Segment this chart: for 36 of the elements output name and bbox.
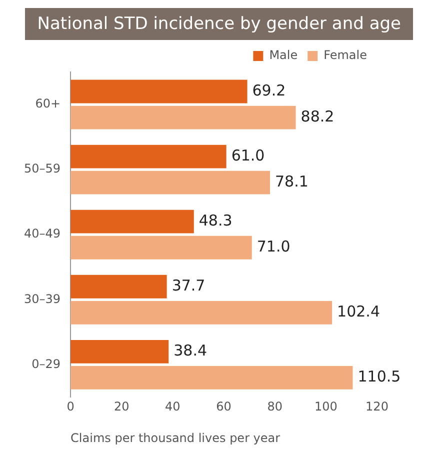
data-label: 48.3 (198, 211, 232, 230)
y-tick-label: 40–49 (24, 226, 61, 241)
x-tick-label: 40 (165, 400, 180, 414)
data-label: 102.4 (337, 302, 380, 321)
bar (70, 300, 332, 324)
x-tick-label: 60 (216, 400, 232, 414)
data-label: 69.2 (252, 81, 286, 100)
bar (70, 144, 226, 168)
bar (70, 170, 270, 194)
bar (70, 106, 296, 130)
bar (70, 274, 167, 298)
bar (70, 340, 169, 364)
bar (70, 236, 252, 260)
y-tick-label: 0–29 (32, 356, 61, 371)
legend-label: Male (269, 48, 298, 62)
x-tick-label: 0 (66, 400, 74, 414)
x-tick-label: 80 (267, 400, 282, 414)
data-label: 71.0 (256, 238, 290, 256)
chart-title: National STD incidence by gender and age (25, 8, 413, 40)
y-tick-label: 30–39 (24, 292, 61, 306)
x-tick-label: 100 (314, 400, 338, 414)
x-tick-label: 120 (366, 400, 388, 414)
bar (70, 80, 248, 104)
data-label: 88.2 (300, 107, 334, 126)
x-axis-title: Claims per thousand lives per year (70, 430, 280, 445)
y-tick-label: 50–59 (24, 162, 61, 176)
bar (70, 210, 194, 234)
data-label: 110.5 (358, 368, 401, 386)
y-tick-label: 60+ (35, 96, 61, 111)
data-label: 61.0 (231, 146, 265, 164)
legend-label: Female (324, 48, 367, 62)
bar (70, 366, 353, 390)
data-label: 37.7 (172, 276, 206, 295)
data-label: 38.4 (174, 342, 208, 360)
data-label: 78.1 (274, 172, 308, 190)
x-tick-label: 20 (114, 400, 130, 414)
